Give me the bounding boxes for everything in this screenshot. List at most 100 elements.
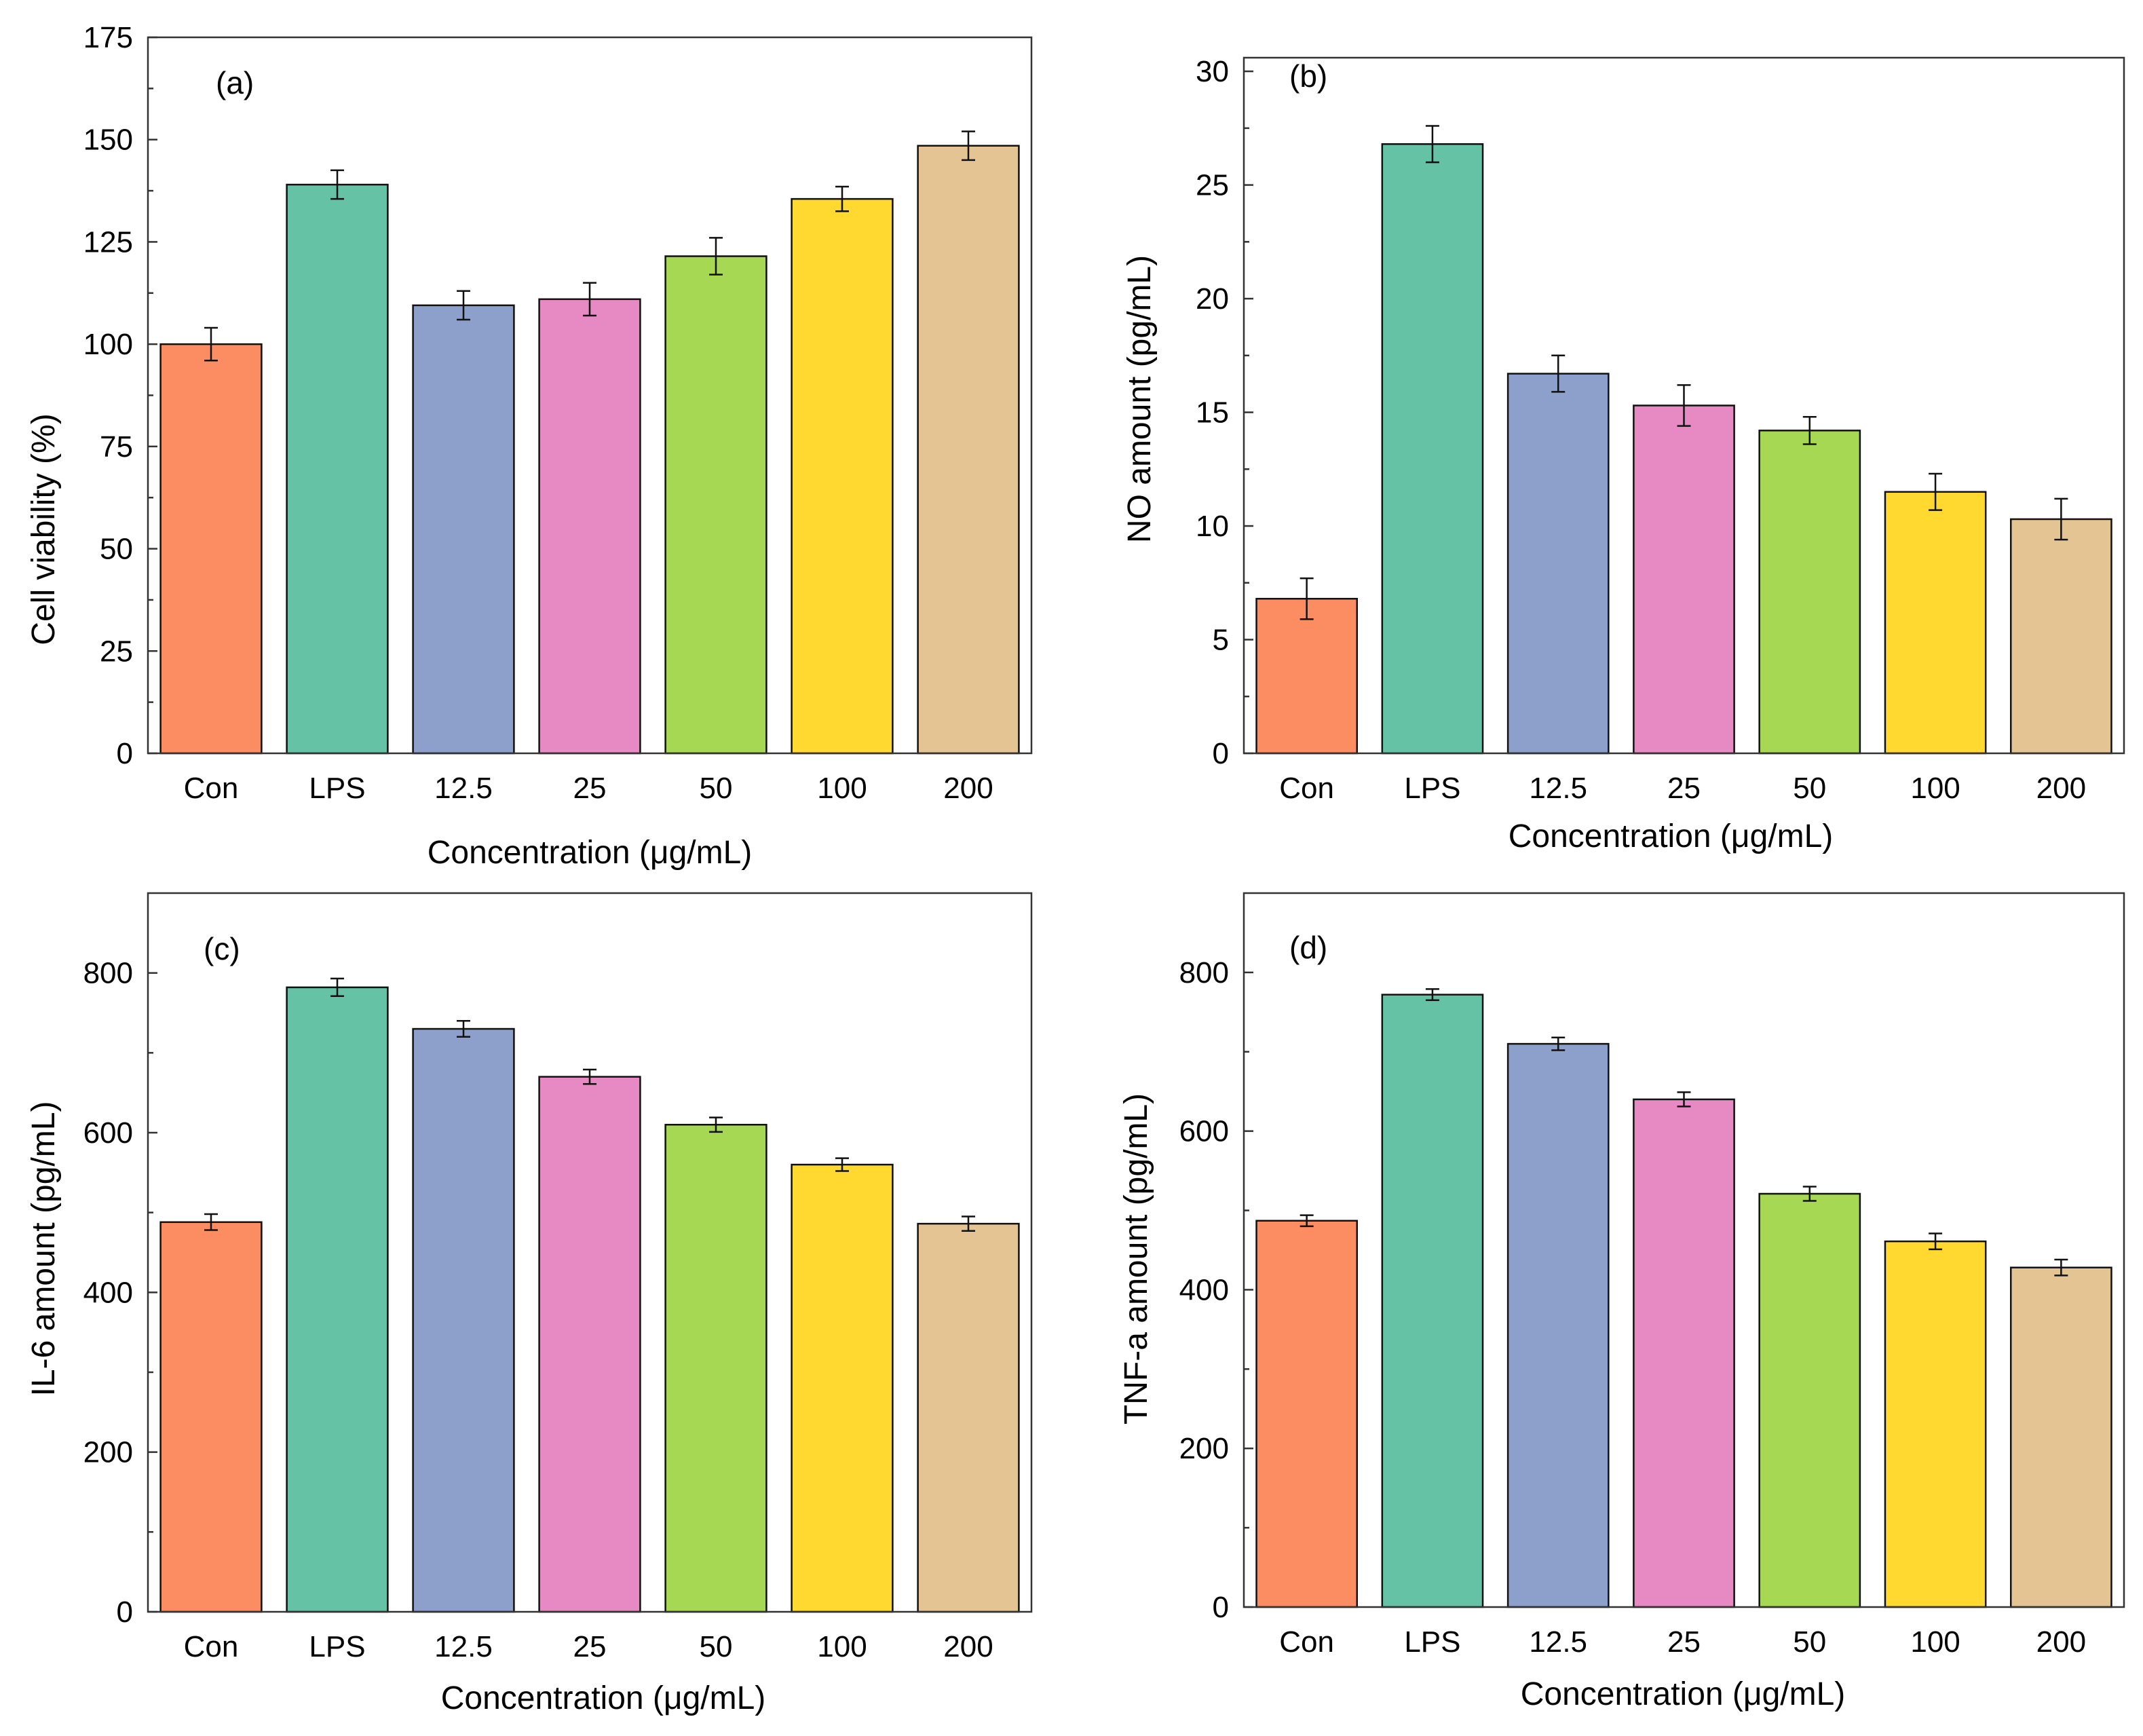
panel-a-x-tick-label: 50 bbox=[700, 772, 733, 805]
panel-d-y-tick-label: 200 bbox=[1179, 1432, 1229, 1465]
panel-d-plot-frame bbox=[1243, 892, 2125, 1608]
panel-d-x-tick-label: Con bbox=[1279, 1625, 1334, 1659]
panel-c-x-tick-label: 100 bbox=[817, 1630, 867, 1663]
panel-b-y-tick-label: 25 bbox=[1196, 169, 1229, 202]
panel-b-error-bar-25 bbox=[1677, 384, 1691, 427]
panel-c-y-tick-label: 0 bbox=[117, 1596, 133, 1629]
panel-a-x-tick-label: 100 bbox=[817, 772, 867, 805]
panel-d-y-tick-label: 600 bbox=[1179, 1115, 1229, 1148]
panel-b-y-tick-label: 10 bbox=[1196, 510, 1229, 543]
panel-a-error-bar-Con bbox=[204, 326, 218, 362]
panel-d-error-bar-LPS bbox=[1425, 988, 1439, 1002]
panel-c-bar-12-5 bbox=[412, 1027, 515, 1613]
panel-d-letter: (d) bbox=[1289, 930, 1327, 965]
panel-a-error-bar-200 bbox=[962, 130, 975, 162]
panel-d-error-bar-50 bbox=[1802, 1186, 1817, 1202]
panel-d-x-tick-label: 50 bbox=[1793, 1625, 1826, 1659]
panel-d-y-tick-label: 800 bbox=[1179, 956, 1229, 989]
panel-b-bar-Con bbox=[1255, 597, 1359, 755]
panel-b: NO amount (pg/mL) Concentration (μg/mL) … bbox=[1122, 55, 2125, 854]
panel-a-y-tick-label: 175 bbox=[83, 21, 133, 54]
panel-b-x-tick-label: 25 bbox=[1667, 772, 1701, 805]
panel-d-bar-50 bbox=[1758, 1192, 1861, 1608]
panel-a-y-tick-label: 75 bbox=[100, 430, 133, 464]
panel-a-bar-200 bbox=[917, 145, 1020, 755]
panel-c-bar-100 bbox=[791, 1163, 894, 1613]
panel-a-error-bar-LPS bbox=[330, 169, 344, 200]
panel-b-y-tick-label: 0 bbox=[1213, 737, 1229, 770]
panel-b-x-axis-title: Concentration (μg/mL) bbox=[1509, 818, 1834, 854]
panel-b-error-bar-LPS bbox=[1425, 125, 1439, 164]
panel-b-x-tick-label: 100 bbox=[1910, 772, 1960, 805]
panel-d-y-axis-title: TNF-a amount (pg/mL) bbox=[1118, 1093, 1154, 1424]
panel-a-y-tick-label: 125 bbox=[83, 225, 133, 259]
panel-a-bar-LPS bbox=[286, 183, 389, 755]
panel-c-bar-25 bbox=[538, 1076, 641, 1613]
panel-a-bar-25 bbox=[538, 298, 641, 755]
panel-c-error-bar-25 bbox=[583, 1068, 596, 1085]
panel-c-y-tick-label: 600 bbox=[83, 1116, 133, 1150]
panel-a-error-bar-50 bbox=[709, 237, 723, 276]
panel-c-y-axis-title: IL-6 amount (pg/mL) bbox=[26, 1101, 62, 1397]
panel-c-letter: (c) bbox=[204, 931, 240, 966]
panel-a-error-bar-100 bbox=[835, 185, 849, 212]
panel-c-bar-200 bbox=[917, 1222, 1020, 1613]
panel-d-x-tick-label: 12.5 bbox=[1529, 1625, 1587, 1659]
panel-c-error-bar-LPS bbox=[330, 977, 344, 998]
panel-c-bar-Con bbox=[159, 1221, 263, 1613]
panel-d-bar-Con bbox=[1255, 1220, 1359, 1608]
panel-a-y-tick-label: 0 bbox=[117, 737, 133, 770]
panel-c-bar-LPS bbox=[286, 986, 389, 1613]
panel-c-y-tick-label: 200 bbox=[83, 1436, 133, 1469]
panel-c-x-tick-label: 50 bbox=[700, 1630, 733, 1663]
panel-a-plot-frame bbox=[147, 36, 1033, 755]
panel-a-x-tick-label: Con bbox=[184, 772, 239, 805]
panel-b-error-bar-Con bbox=[1300, 577, 1314, 620]
panel-b-bar-200 bbox=[2009, 518, 2112, 755]
panel-c-x-tick-label: 25 bbox=[573, 1630, 607, 1663]
panel-d-x-tick-label: 100 bbox=[1910, 1625, 1960, 1659]
panel-d-bar-12-5 bbox=[1506, 1042, 1610, 1608]
panel-b-bar-100 bbox=[1884, 491, 1987, 755]
panel-b-bar-25 bbox=[1633, 404, 1735, 755]
panel-a-y-tick-label: 100 bbox=[83, 328, 133, 361]
panel-d-error-bar-100 bbox=[1929, 1232, 1943, 1251]
panel-a-x-tick-label: 200 bbox=[943, 772, 993, 805]
panel-c-error-bar-200 bbox=[962, 1215, 975, 1232]
panel-c-x-tick-label: Con bbox=[184, 1630, 239, 1663]
panel-d-error-bar-Con bbox=[1300, 1214, 1314, 1228]
panel-a-y-axis-title: Cell viability (%) bbox=[26, 413, 62, 645]
panel-d-x-tick-label: 200 bbox=[2036, 1625, 2086, 1659]
panel-d: TNF-a amount (pg/mL) Concentration (μg/m… bbox=[1118, 892, 2125, 1712]
panel-a-bar-100 bbox=[791, 197, 894, 755]
panel-a-x-tick-label: 25 bbox=[573, 772, 607, 805]
panel-c-error-bar-Con bbox=[204, 1213, 218, 1231]
panel-b-bar-12-5 bbox=[1506, 373, 1610, 755]
panel-b-y-tick-label: 30 bbox=[1196, 55, 1229, 88]
panel-a-y-tick-label: 150 bbox=[83, 124, 133, 157]
panel-b-y-tick-label: 5 bbox=[1213, 624, 1229, 657]
panel-a-error-bar-25 bbox=[583, 282, 596, 317]
panel-a-y-tick-label: 50 bbox=[100, 533, 133, 566]
panel-b-error-bar-200 bbox=[2054, 497, 2068, 541]
panel-b-y-tick-label: 15 bbox=[1196, 396, 1229, 430]
panel-d-bar-100 bbox=[1884, 1240, 1987, 1608]
panel-b-x-tick-label: Con bbox=[1279, 772, 1334, 805]
panel-b-error-bar-12-5 bbox=[1551, 354, 1566, 393]
panel-d-error-bar-200 bbox=[2054, 1258, 2068, 1277]
panel-c-x-tick-label: 200 bbox=[943, 1630, 993, 1663]
panel-a-x-tick-label: 12.5 bbox=[434, 772, 493, 805]
panel-b-letter: (b) bbox=[1289, 58, 1327, 94]
panel-a-letter: (a) bbox=[216, 65, 254, 100]
panel-b-y-tick-label: 20 bbox=[1196, 282, 1229, 316]
panel-b-x-tick-label: 12.5 bbox=[1529, 772, 1587, 805]
panel-d-error-bar-25 bbox=[1677, 1091, 1691, 1108]
panel-b-y-axis-title: NO amount (pg/mL) bbox=[1122, 255, 1158, 543]
panel-a-error-bar-12-5 bbox=[457, 290, 470, 321]
panel-a-bar-50 bbox=[664, 255, 767, 755]
panel-c-error-bar-50 bbox=[709, 1116, 723, 1133]
panel-d-bar-25 bbox=[1633, 1098, 1735, 1608]
panel-d-x-tick-label: 25 bbox=[1667, 1625, 1701, 1659]
panel-c-x-tick-label: 12.5 bbox=[434, 1630, 493, 1663]
panel-a-bar-12-5 bbox=[412, 304, 515, 755]
